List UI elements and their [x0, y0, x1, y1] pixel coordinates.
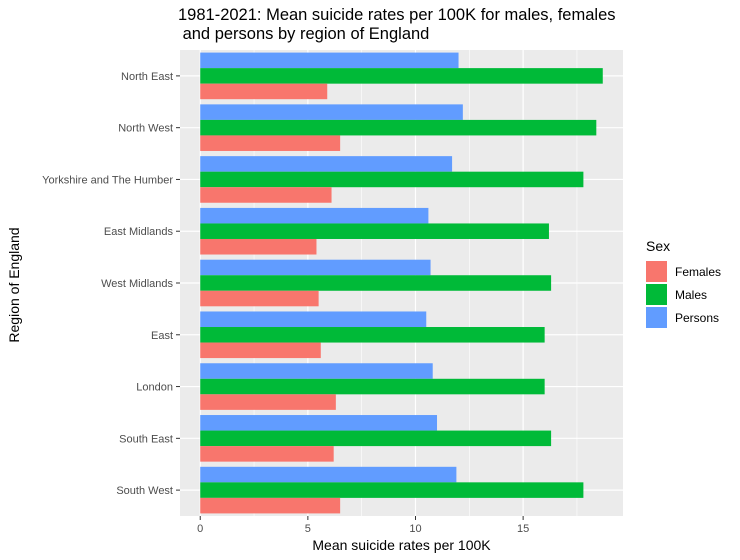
y-tick-label-east-midlands: East Midlands: [104, 226, 174, 238]
legend-title: Sex: [646, 238, 721, 254]
y-tick-label-south-west: South West: [116, 485, 173, 497]
bar-males-east: [200, 327, 544, 343]
bar-females-south-east: [200, 446, 333, 462]
bar-persons-north-west: [200, 104, 463, 120]
bar-males-east-midlands: [200, 223, 549, 239]
legend-item-males: Males: [646, 283, 721, 306]
bar-persons-north-east: [200, 53, 458, 69]
y-tick-label-west-midlands: West Midlands: [101, 278, 173, 290]
x-tick-label: 0: [197, 523, 203, 535]
bar-females-east-midlands: [200, 239, 316, 255]
bar-males-yorkshire-and-the-humber: [200, 172, 583, 188]
y-tick-label-london: London: [136, 382, 173, 394]
legend-label-females: Females: [675, 265, 721, 279]
bar-persons-south-east: [200, 415, 437, 431]
legend: Sex Females Males Persons: [646, 238, 721, 329]
bar-males-london: [200, 379, 544, 395]
bar-females-london: [200, 394, 336, 410]
y-tick-label-east: East: [151, 330, 173, 342]
x-tick-label: 15: [517, 523, 529, 535]
bar-females-yorkshire-and-the-humber: [200, 187, 331, 203]
legend-key-males: [646, 284, 667, 305]
legend-item-females: Females: [646, 260, 721, 283]
bar-males-north-west: [200, 120, 596, 136]
bar-males-south-west: [200, 482, 583, 498]
legend-label-persons: Persons: [675, 311, 719, 325]
chart-title-line-2: and persons by region of England: [178, 25, 429, 44]
bar-females-east: [200, 343, 321, 359]
bar-males-south-east: [200, 431, 551, 447]
bar-males-west-midlands: [200, 275, 551, 291]
bar-persons-east-midlands: [200, 208, 428, 224]
x-axis-label: Mean suicide rates per 100K: [200, 537, 603, 553]
bar-persons-yorkshire-and-the-humber: [200, 156, 452, 172]
bar-females-north-east: [200, 84, 327, 100]
legend-key-females: [646, 261, 667, 282]
legend-key-persons: [646, 307, 667, 328]
legend-item-persons: Persons: [646, 306, 721, 329]
legend-label-males: Males: [675, 288, 707, 302]
bar-persons-south-west: [200, 467, 456, 483]
bar-females-west-midlands: [200, 291, 318, 307]
x-tick-label: 10: [409, 523, 421, 535]
bar-persons-west-midlands: [200, 260, 430, 276]
bar-females-north-west: [200, 135, 340, 151]
y-tick-label-yorkshire-and-the-humber: Yorkshire and The Humber: [42, 174, 173, 186]
bar-females-south-west: [200, 498, 340, 514]
chart-title-line-1: 1981-2021: Mean suicide rates per 100K f…: [178, 6, 616, 25]
y-tick-label-north-west: North West: [118, 123, 173, 135]
y-tick-label-north-east: North East: [121, 71, 173, 83]
bar-persons-east: [200, 311, 426, 327]
bar-males-north-east: [200, 68, 603, 84]
y-axis-label: Region of England: [6, 227, 22, 342]
y-tick-label-south-east: South East: [119, 433, 173, 445]
x-tick-label: 5: [305, 523, 311, 535]
bar-persons-london: [200, 363, 432, 379]
